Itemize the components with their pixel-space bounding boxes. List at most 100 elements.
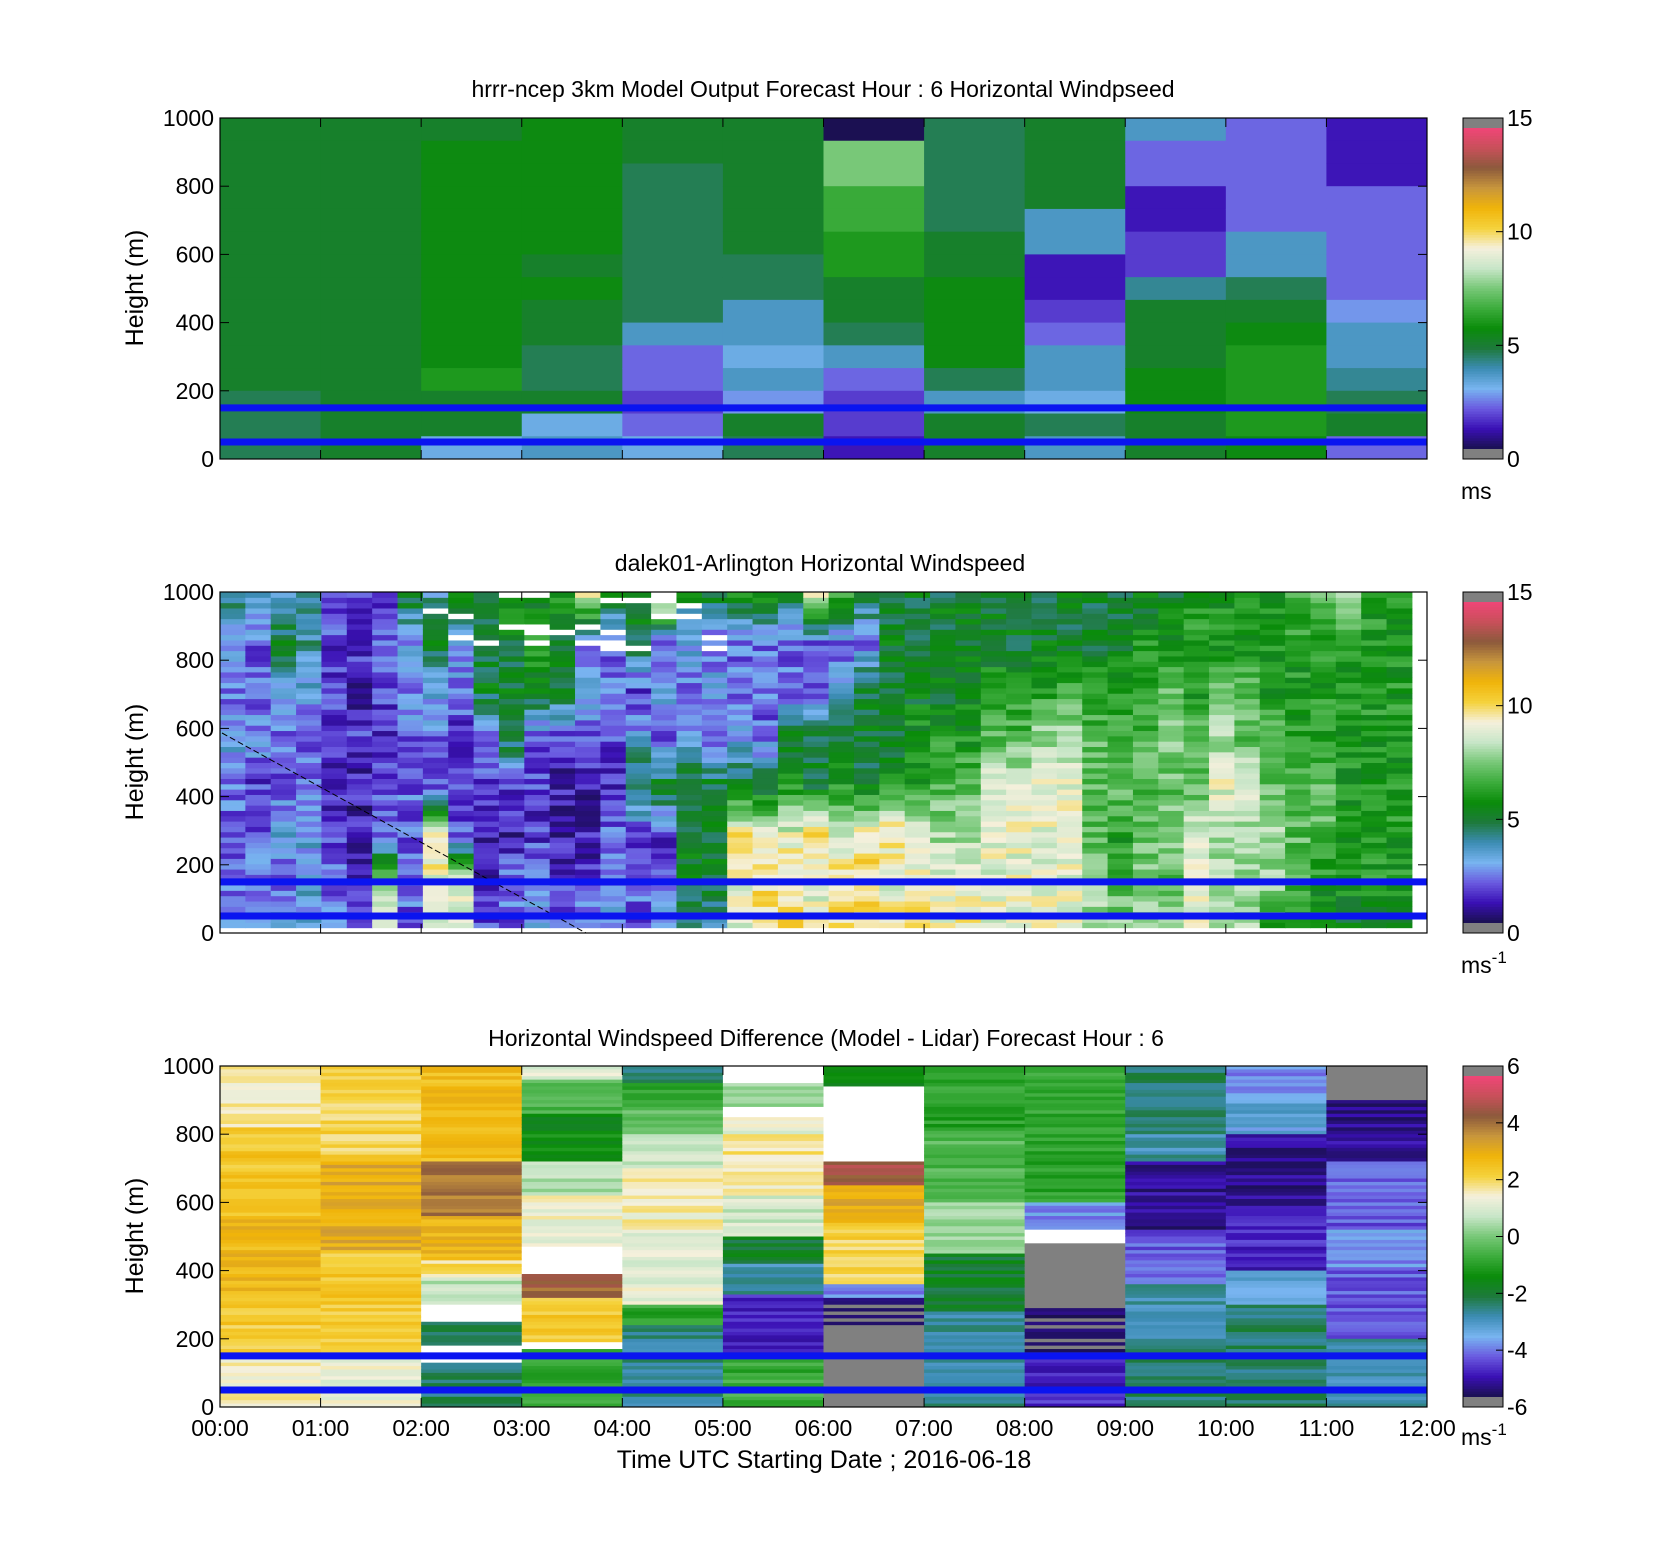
heatmap-cell	[1024, 1301, 1126, 1306]
heatmap-cell	[622, 1284, 724, 1289]
heatmap-cell	[676, 810, 703, 817]
heatmap-cell	[622, 1141, 724, 1146]
heatmap-cell	[524, 607, 551, 614]
heatmap-cell	[622, 1195, 724, 1200]
heatmap-cell	[777, 778, 804, 785]
colorbar-swatch	[1463, 791, 1503, 796]
heatmap-cell	[980, 773, 1007, 779]
heatmap-cell	[803, 783, 830, 790]
heatmap-cell	[1234, 762, 1261, 769]
heatmap-cell	[1225, 1069, 1328, 1074]
heatmap-cell	[1234, 853, 1261, 859]
heatmap-cell	[980, 810, 1007, 817]
heatmap-cell	[296, 655, 322, 662]
heatmap-cell	[622, 1171, 724, 1176]
heatmap-cell	[701, 730, 728, 737]
heatmap-cell	[1183, 863, 1210, 870]
heatmap-cell	[823, 186, 925, 210]
heatmap-cell	[346, 666, 373, 673]
heatmap-cell	[270, 810, 297, 817]
heatmap-cell	[1107, 773, 1134, 779]
heatmap-cell	[397, 831, 424, 838]
heatmap-cell	[245, 677, 272, 684]
heatmap-cell	[521, 1212, 623, 1217]
heatmap-cell	[1183, 687, 1210, 694]
heatmap-cell	[245, 703, 272, 710]
heatmap-cell	[622, 1164, 724, 1169]
colorbar-swatch	[1463, 842, 1503, 847]
heatmap-cell	[1259, 730, 1286, 737]
colorbar-swatch	[1463, 807, 1503, 812]
heatmap-cell	[220, 655, 246, 662]
heatmap-cell	[930, 917, 956, 923]
heatmap-cell	[701, 810, 728, 817]
heatmap-cell	[397, 805, 424, 811]
heatmap-cell	[955, 815, 982, 822]
heatmap-cell	[1326, 1144, 1427, 1149]
colorbar-swatch	[1463, 872, 1503, 876]
heatmap-cell	[1225, 1335, 1328, 1340]
colorbar-swatch	[1463, 853, 1503, 857]
heatmap-cell	[372, 741, 399, 748]
heatmap-cell	[575, 613, 601, 620]
heatmap-cell	[346, 917, 373, 923]
heatmap-cell	[651, 863, 677, 870]
heatmap-cell	[1024, 1359, 1126, 1364]
heatmap-cell	[245, 709, 272, 716]
colorbar-swatch	[1463, 783, 1503, 788]
heatmap-cell	[1024, 1141, 1126, 1146]
colorbar-swatch	[1463, 320, 1503, 324]
heatmap-cell	[245, 863, 272, 870]
heatmap-cell	[828, 874, 855, 881]
colorbar-swatch	[1463, 1217, 1503, 1222]
heatmap-cell	[828, 826, 855, 833]
heatmap-cell	[879, 597, 906, 604]
heatmap-cell	[521, 1117, 623, 1122]
heatmap-cell	[220, 693, 246, 700]
heatmap-cell	[397, 906, 424, 913]
heatmap-cell	[1125, 1239, 1227, 1244]
heatmap-cell	[421, 163, 523, 187]
heatmap-cell	[853, 639, 880, 646]
heatmap-cell	[980, 794, 1007, 801]
heatmap-cell	[296, 837, 322, 843]
heatmap-cell	[980, 645, 1007, 652]
heatmap-cell	[320, 1168, 422, 1173]
heatmap-cell	[320, 1403, 422, 1407]
heatmap-cell	[1024, 1171, 1126, 1176]
heatmap-cell	[1107, 645, 1134, 652]
heatmap-cell	[220, 1359, 322, 1364]
heatmap-cell	[521, 1277, 623, 1282]
heatmap-cell	[1006, 592, 1033, 598]
heatmap-cell	[220, 1198, 322, 1203]
colorbar-swatch	[1463, 395, 1503, 399]
heatmap-cell	[676, 874, 703, 881]
heatmap-cell	[422, 634, 449, 641]
heatmap-cell	[1386, 709, 1413, 716]
heatmap-cell	[622, 1222, 724, 1227]
heatmap-cell	[1326, 1178, 1427, 1183]
colorbar-swatch	[1463, 1100, 1503, 1104]
heatmap-cell	[448, 821, 475, 827]
heatmap-cell	[1107, 783, 1134, 790]
heatmap-cell	[549, 613, 576, 620]
heatmap-cell	[676, 869, 703, 875]
heatmap-cell	[1006, 890, 1033, 897]
heatmap-cell	[422, 693, 449, 700]
heatmap-cell	[600, 853, 627, 859]
heatmap-cell	[1285, 719, 1311, 726]
heatmap-cell	[1056, 901, 1083, 907]
colorbar-swatch	[1463, 202, 1503, 207]
heatmap-cell	[1024, 1369, 1126, 1374]
heatmap-cell	[1259, 741, 1286, 748]
heatmap-cell	[1326, 1263, 1427, 1268]
heatmap-cell	[1285, 773, 1311, 779]
y-tick-label: 800	[176, 647, 214, 673]
heatmap-cell	[1158, 815, 1185, 822]
heatmap-cell	[777, 693, 804, 700]
heatmap-cell	[752, 746, 779, 753]
heatmap-cell	[1225, 1198, 1328, 1203]
heatmap-cell	[473, 885, 500, 891]
heatmap-cell	[1056, 645, 1083, 652]
heatmap-cell	[321, 741, 348, 748]
